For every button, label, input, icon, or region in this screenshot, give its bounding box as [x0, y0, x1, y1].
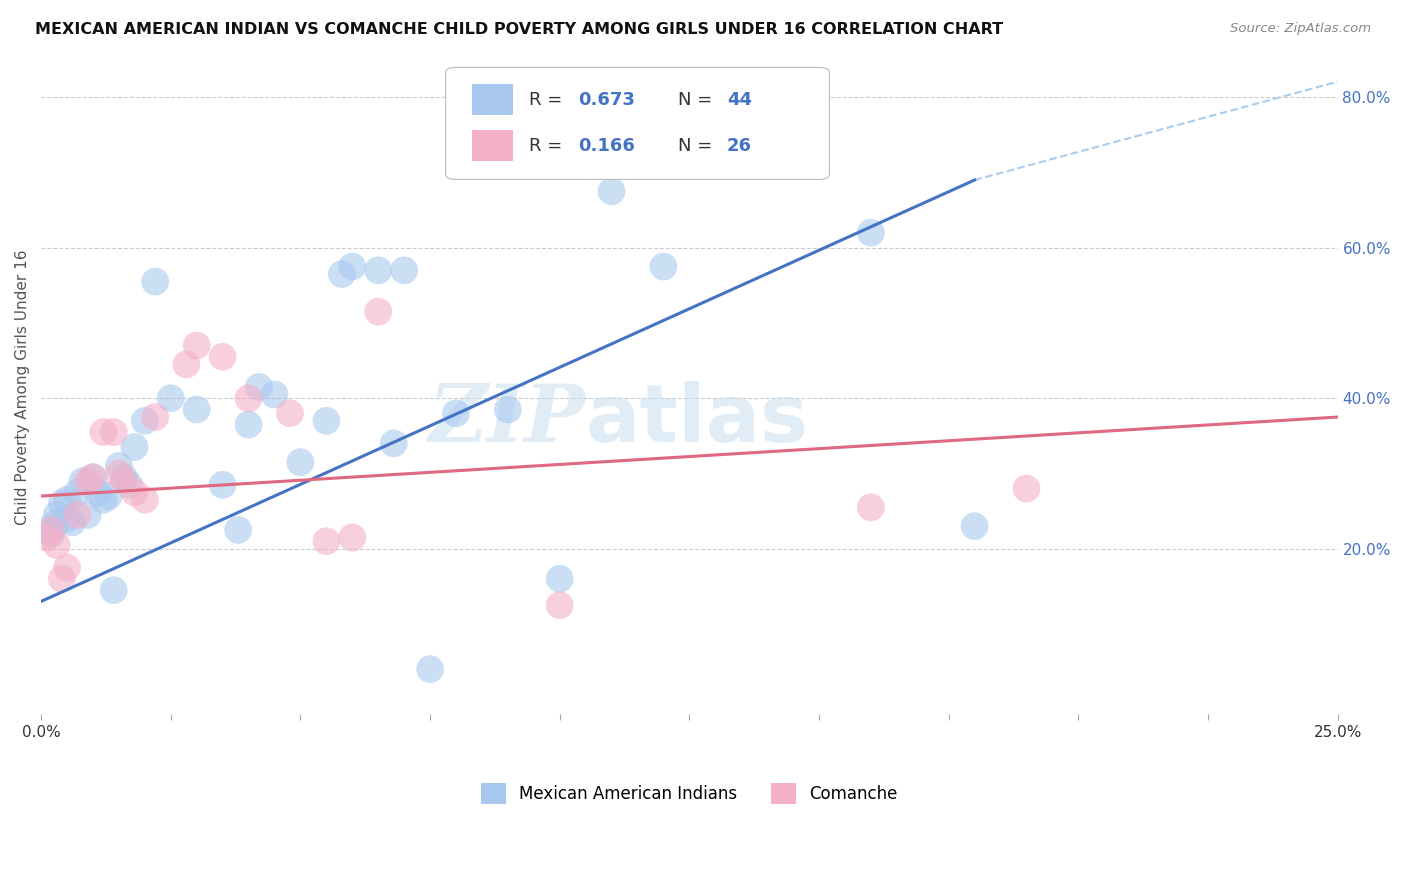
Point: [419, 662, 441, 676]
Text: R =: R =: [529, 137, 568, 155]
Point: [444, 406, 467, 420]
Point: [41, 523, 63, 537]
Point: [548, 572, 571, 586]
Point: [124, 440, 146, 454]
Point: [134, 414, 156, 428]
Point: [112, 474, 135, 488]
Point: [652, 260, 675, 274]
Point: [112, 470, 135, 484]
Point: [548, 598, 571, 612]
Text: ZIP: ZIP: [429, 381, 586, 458]
Point: [186, 338, 208, 352]
Text: 44: 44: [727, 91, 752, 109]
Point: [41, 526, 63, 541]
Point: [45, 508, 67, 522]
Point: [226, 523, 249, 537]
Point: [108, 467, 131, 481]
Point: [342, 531, 364, 545]
Text: N =: N =: [678, 137, 717, 155]
Point: [1015, 482, 1038, 496]
Point: [143, 410, 166, 425]
Point: [367, 263, 389, 277]
Point: [124, 485, 146, 500]
Point: [367, 304, 389, 318]
Point: [263, 387, 285, 401]
Point: [963, 519, 986, 533]
Point: [45, 538, 67, 552]
Point: [45, 516, 67, 530]
Point: [66, 508, 89, 522]
Point: [392, 263, 415, 277]
Text: 26: 26: [727, 137, 752, 155]
Point: [278, 406, 301, 420]
Point: [56, 492, 79, 507]
Point: [211, 350, 233, 364]
Point: [859, 226, 882, 240]
Text: R =: R =: [529, 91, 568, 109]
Point: [600, 184, 623, 198]
Text: Source: ZipAtlas.com: Source: ZipAtlas.com: [1230, 22, 1371, 36]
Point: [238, 391, 260, 405]
Point: [238, 417, 260, 432]
Point: [87, 485, 110, 500]
Point: [118, 477, 141, 491]
Point: [342, 260, 364, 274]
Text: N =: N =: [678, 91, 717, 109]
Point: [382, 436, 405, 450]
Point: [143, 275, 166, 289]
Point: [56, 511, 79, 525]
Point: [93, 425, 115, 439]
Point: [176, 357, 198, 371]
Point: [76, 474, 98, 488]
Text: MEXICAN AMERICAN INDIAN VS COMANCHE CHILD POVERTY AMONG GIRLS UNDER 16 CORRELATI: MEXICAN AMERICAN INDIAN VS COMANCHE CHIL…: [35, 22, 1004, 37]
Y-axis label: Child Poverty Among Girls Under 16: Child Poverty Among Girls Under 16: [15, 249, 30, 524]
Point: [108, 458, 131, 473]
Point: [51, 497, 73, 511]
FancyBboxPatch shape: [471, 84, 513, 115]
Point: [496, 402, 519, 417]
Point: [93, 492, 115, 507]
Text: atlas: atlas: [586, 381, 808, 458]
Point: [859, 500, 882, 515]
Point: [211, 477, 233, 491]
Point: [51, 572, 73, 586]
Point: [97, 489, 120, 503]
Point: [290, 455, 312, 469]
Text: 0.166: 0.166: [578, 137, 634, 155]
Point: [76, 508, 98, 522]
Point: [159, 391, 181, 405]
Text: 0.673: 0.673: [578, 91, 634, 109]
Point: [186, 402, 208, 417]
Point: [82, 470, 104, 484]
Point: [134, 492, 156, 507]
Point: [35, 523, 58, 537]
Point: [247, 380, 270, 394]
Point: [315, 534, 337, 549]
Point: [330, 267, 353, 281]
Point: [66, 485, 89, 500]
Point: [82, 470, 104, 484]
Point: [72, 474, 94, 488]
Point: [315, 414, 337, 428]
Point: [35, 531, 58, 545]
Point: [56, 560, 79, 574]
FancyBboxPatch shape: [446, 68, 830, 179]
Point: [103, 425, 125, 439]
Legend: Mexican American Indians, Comanche: Mexican American Indians, Comanche: [472, 775, 905, 812]
Point: [60, 516, 83, 530]
FancyBboxPatch shape: [471, 129, 513, 161]
Point: [103, 583, 125, 598]
